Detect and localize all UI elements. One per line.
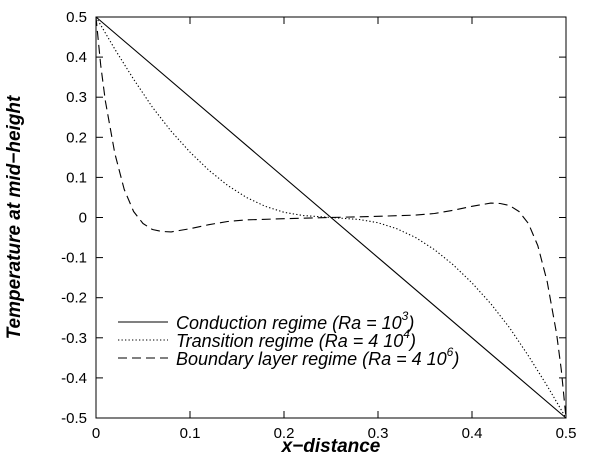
legend-label: Conduction regime (Ra = 103): [176, 309, 414, 333]
y-tick-label: 0.2: [66, 129, 87, 146]
x-tick-label: 0.5: [556, 425, 577, 442]
axis-ticks: 0 0.1 0.2 0.3 0.4 0.5 0.5 0.4 0.3 0.2 0.1 0 -0.1 -0.2…: [61, 9, 576, 442]
y-tick-label: 0.4: [66, 49, 87, 66]
y-tick-label: 0.1: [66, 169, 87, 186]
y-tick-label: 0.3: [66, 89, 87, 106]
series-line-dotted: [95, 16, 567, 419]
legend-label: Transition regime (Ra = 4 104): [176, 327, 416, 351]
legend-label: Boundary layer regime (Ra = 4 106): [176, 345, 459, 369]
y-tick-label: -0.4: [61, 370, 87, 387]
y-tick-label: -0.1: [61, 250, 87, 267]
y-tick-label: -0.2: [61, 290, 87, 307]
series-line-dashed: [95, 16, 567, 419]
legend: Conduction regime (Ra = 103)Transition r…: [118, 309, 459, 369]
y-tick-label: -0.5: [61, 410, 87, 427]
x-tick-label: 0.1: [180, 425, 201, 442]
y-tick-label: 0: [79, 210, 87, 227]
x-axis-title: x−distance: [281, 436, 381, 457]
series-group: [95, 16, 567, 419]
x-tick-label: 0.3: [368, 425, 389, 442]
y-tick-label: 0.5: [66, 9, 87, 26]
y-axis-title: Temperature at mid−height: [4, 95, 25, 339]
x-tick-label: 0.4: [462, 425, 483, 442]
x-tick-label: 0.2: [274, 425, 295, 442]
y-tick-label: -0.3: [61, 330, 87, 347]
x-tick-label: 0: [92, 425, 100, 442]
series-line-solid: [95, 16, 567, 419]
